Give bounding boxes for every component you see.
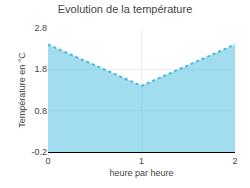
svg-text:0: 0 [45,156,50,166]
svg-text:2: 2 [232,156,237,166]
svg-text:1.8: 1.8 [34,64,47,74]
svg-text:-0.2: -0.2 [31,147,47,157]
svg-text:0.8: 0.8 [34,106,47,116]
svg-text:heure par heure: heure par heure [109,168,173,178]
svg-text:Température en °C: Température en °C [17,52,27,128]
svg-text:2.8: 2.8 [34,23,47,33]
svg-text:1: 1 [139,156,144,166]
svg-text:Evolution de la température: Evolution de la température [58,3,193,15]
